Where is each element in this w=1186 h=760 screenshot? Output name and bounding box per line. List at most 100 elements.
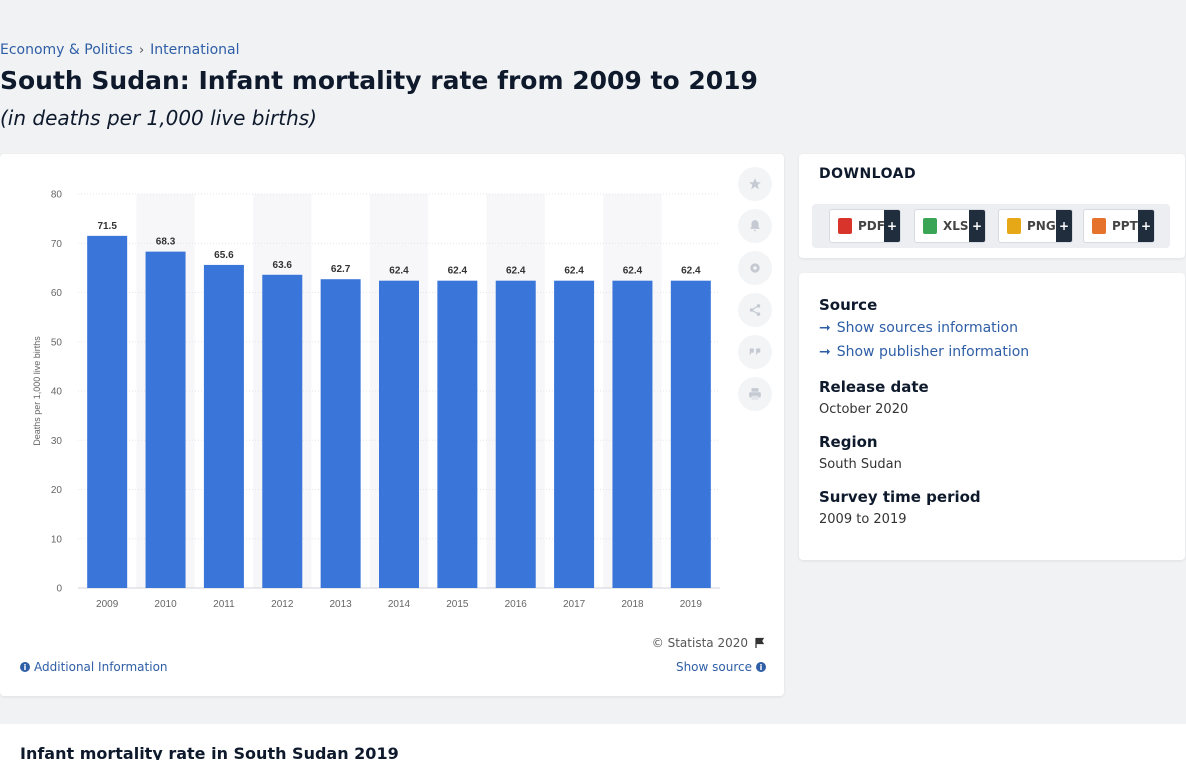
statistic-details-card: Source ➞ Show sources information ➞ Show… [799,273,1185,560]
region-value: South Sudan [819,457,902,472]
y-tick-label: 20 [51,485,63,496]
data-label: 62.4 [681,266,701,277]
download-card: DOWNLOAD PDF + XLS + PNG + PPT + [799,154,1185,258]
cite-button[interactable] [738,335,772,369]
info-icon: i [756,662,766,672]
bar [495,280,536,588]
download-pdf-label: PDF [858,219,885,233]
data-label: 62.7 [331,264,351,275]
bar-chart: 0 10 20 30 40 50 60 70 80 Deaths per 1,000 live b… [32,190,720,610]
breadcrumb-international-link[interactable]: International [150,42,240,58]
arrow-right-icon: ➞ [819,320,831,336]
ppt-file-icon [1092,218,1106,234]
copyright: © Statista 2020 [652,636,766,650]
breadcrumb-economy-link[interactable]: Economy & Politics [0,42,133,58]
x-tick-label: 2014 [388,599,411,610]
info-icon: i [20,662,30,672]
download-png-button[interactable]: PNG + [998,209,1073,243]
x-tick-label: 2015 [446,599,469,610]
x-tick-label: 2012 [271,599,294,610]
show-sources-label: Show sources information [836,320,1018,336]
download-ppt-button[interactable]: PPT + [1083,209,1155,243]
source-label: Source [819,296,878,314]
share-icon [749,304,761,316]
x-tick-label: 2018 [621,599,644,610]
print-button[interactable] [738,377,772,411]
bar [145,251,186,588]
bar [203,264,244,588]
data-label: 62.4 [506,266,526,277]
bar [379,280,419,588]
plus-icon: + [969,210,985,242]
bar [554,280,595,588]
survey-period-label: Survey time period [819,488,981,506]
notification-button[interactable] [738,209,772,243]
x-tick-label: 2017 [563,599,586,610]
data-label: 65.6 [214,250,234,261]
y-tick-label: 0 [56,584,62,595]
survey-period-value: 2009 to 2019 [819,512,907,527]
favorite-button[interactable] [738,167,772,201]
breadcrumb-separator: › [138,42,145,58]
y-tick-label: 60 [51,288,63,299]
show-source-link[interactable]: Show source i [676,660,766,674]
settings-button[interactable] [738,251,772,285]
copyright-text: © Statista 2020 [651,636,748,650]
bar [670,280,711,588]
data-label: 63.6 [273,260,293,271]
related-section: Infant mortality rate in South Sudan 201… [0,724,1186,760]
y-tick-label: 70 [51,239,63,250]
bar [320,279,361,588]
arrow-right-icon: ➞ [819,344,831,360]
print-icon [749,388,761,400]
release-date-label: Release date [819,378,929,396]
release-date-value: October 2020 [819,402,909,417]
show-publisher-link[interactable]: ➞ Show publisher information [819,344,1029,360]
data-label: 62.4 [623,266,643,277]
download-pdf-button[interactable]: PDF + [829,209,901,243]
star-icon [749,178,761,190]
chart-card: 0 10 20 30 40 50 60 70 80 Deaths per 1,000 live b… [0,154,784,696]
plus-icon: + [1056,210,1072,242]
download-xls-button[interactable]: XLS + [914,209,986,243]
download-xls-label: XLS [943,219,969,233]
x-tick-label: 2010 [154,599,177,610]
region-label: Region [819,433,878,451]
x-tick-label: 2011 [213,599,235,610]
y-tick-label: 80 [51,190,63,201]
breadcrumb: Economy & Politics › International [0,42,240,58]
show-publisher-label: Show publisher information [836,344,1030,360]
bar [87,235,128,589]
y-tick-label: 30 [51,436,63,447]
data-label: 71.5 [97,221,117,232]
download-ppt-label: PPT [1112,219,1138,233]
data-label: 62.4 [389,266,409,277]
y-tick-label: 40 [51,387,63,398]
bar [262,274,303,588]
x-tick-label: 2013 [330,599,353,610]
pdf-file-icon [838,218,852,234]
flag-icon[interactable] [754,637,766,649]
data-label: 62.4 [448,266,468,277]
plus-icon: + [884,210,900,242]
y-axis-label: Deaths per 1,000 live births [32,336,42,446]
quote-icon [749,348,761,356]
page-title: South Sudan: Infant mortality rate from … [0,66,758,95]
additional-information-link[interactable]: i Additional Information [20,660,168,674]
download-png-label: PNG [1027,219,1056,233]
plus-icon: + [1138,210,1154,242]
xls-file-icon [923,218,937,234]
png-file-icon [1007,218,1021,234]
show-sources-link[interactable]: ➞ Show sources information [819,320,1018,336]
page-subtitle: (in deaths per 1,000 live births) [0,106,317,130]
bell-icon [750,220,760,232]
related-title: Infant mortality rate in South Sudan 201… [20,744,399,760]
share-button[interactable] [738,293,772,327]
x-tick-label: 2019 [680,599,703,610]
data-label: 62.4 [564,266,584,277]
gear-icon [750,263,760,273]
x-tick-label: 2009 [96,599,119,610]
y-tick-label: 10 [51,534,63,545]
download-title: DOWNLOAD [819,166,917,182]
data-label: 68.3 [156,237,176,248]
